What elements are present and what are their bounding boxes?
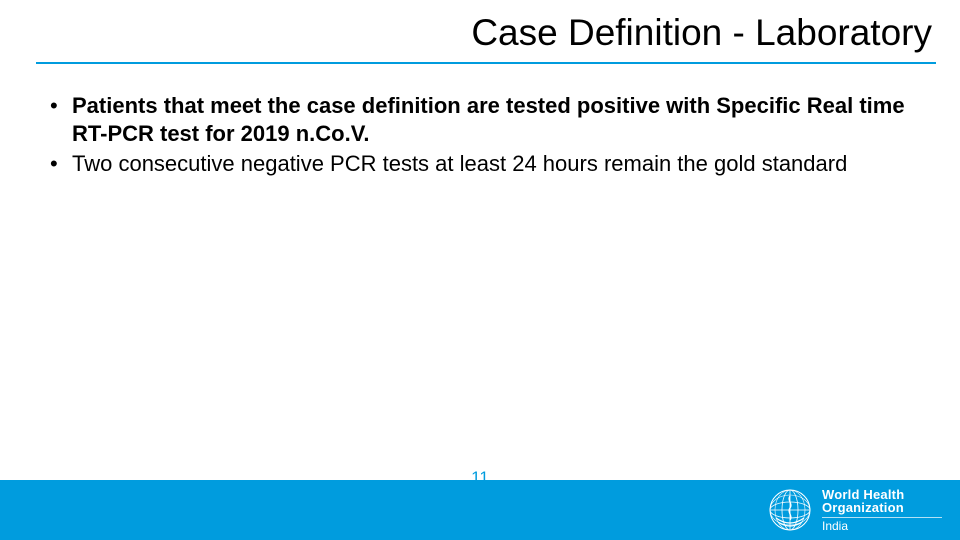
bullet-text: Two consecutive negative PCR tests at le… [72, 151, 847, 176]
slide: Case Definition - Laboratory Patients th… [0, 0, 960, 540]
who-emblem-icon [768, 488, 812, 532]
footer-stripe [0, 480, 960, 487]
org-name-line2: Organization [822, 501, 942, 515]
bullet-list: Patients that meet the case definition a… [46, 92, 914, 178]
slide-title: Case Definition - Laboratory [471, 12, 932, 54]
bullet-text: Patients that meet the case definition a… [72, 93, 905, 146]
who-logo-block: World Health Organization India [768, 488, 942, 533]
list-item: Patients that meet the case definition a… [46, 92, 914, 148]
slide-content: Patients that meet the case definition a… [46, 92, 914, 180]
footer-bar: World Health Organization India [0, 480, 960, 540]
org-name-line1: World Health [822, 488, 942, 502]
list-item: Two consecutive negative PCR tests at le… [46, 150, 914, 178]
who-logo-text: World Health Organization India [822, 488, 942, 533]
org-country: India [822, 517, 942, 533]
title-underline [36, 62, 936, 64]
